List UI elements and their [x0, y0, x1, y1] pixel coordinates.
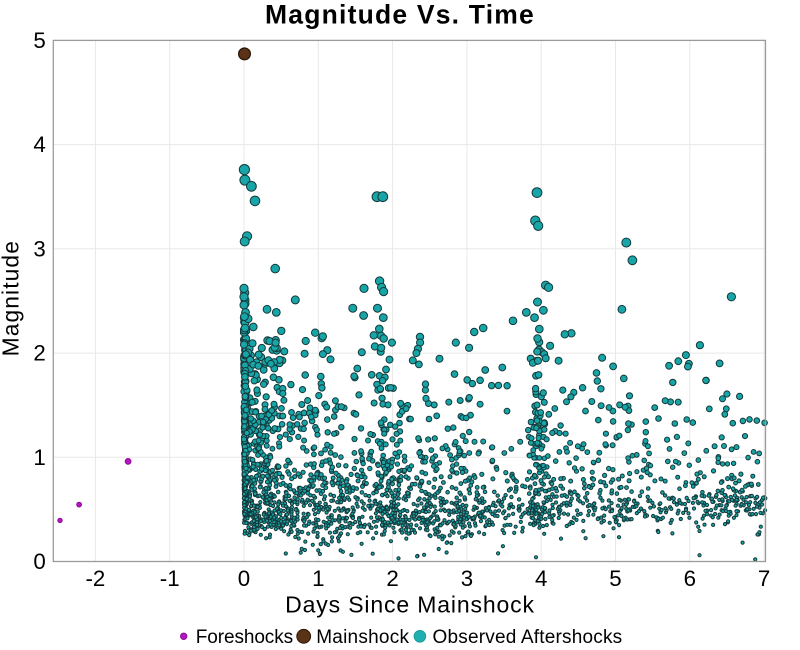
svg-text:Mainshock: Mainshock: [316, 627, 409, 648]
svg-text:Foreshocks: Foreshocks: [196, 627, 293, 648]
svg-text:3: 3: [461, 566, 473, 591]
svg-text:Days Since Mainshock: Days Since Mainshock: [285, 592, 535, 618]
svg-text:3: 3: [33, 236, 45, 261]
svg-text:1: 1: [33, 445, 45, 470]
svg-text:2: 2: [33, 341, 45, 366]
svg-text:6: 6: [684, 566, 696, 591]
svg-text:5: 5: [609, 566, 621, 591]
svg-text:-2: -2: [85, 566, 105, 591]
svg-text:1: 1: [312, 566, 324, 591]
svg-text:0: 0: [33, 549, 45, 574]
svg-text:4: 4: [33, 132, 45, 157]
svg-text:Magnitude Vs. Time: Magnitude Vs. Time: [265, 0, 535, 30]
svg-text:Observed Aftershocks: Observed Aftershocks: [433, 627, 623, 648]
svg-text:0: 0: [238, 566, 250, 591]
svg-text:-1: -1: [160, 566, 180, 591]
svg-text:4: 4: [535, 566, 547, 591]
svg-text:7: 7: [758, 566, 770, 591]
svg-text:Magnitude: Magnitude: [0, 240, 24, 356]
svg-text:5: 5: [33, 28, 45, 53]
svg-text:2: 2: [386, 566, 398, 591]
